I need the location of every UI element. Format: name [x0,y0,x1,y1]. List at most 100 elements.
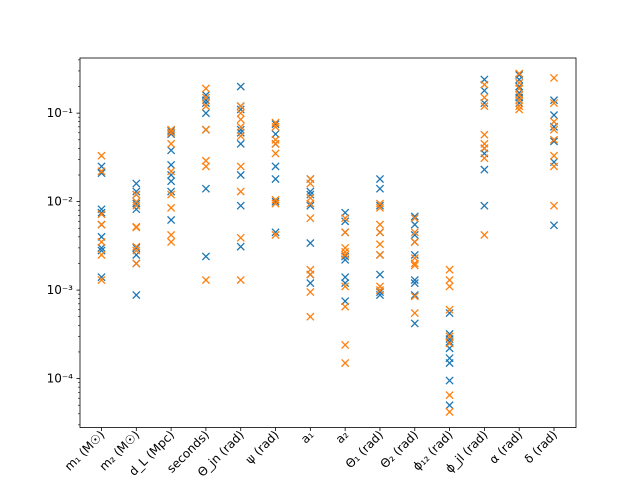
data-point-series-1 [236,242,245,251]
data-point-series-2 [167,139,176,148]
data-point-series-2 [480,93,489,102]
data-point-series-2 [271,122,280,131]
data-point-series-2 [201,84,210,93]
data-point-series-1 [375,184,385,193]
data-point-series-2 [445,339,454,348]
data-point-series-2 [549,73,559,82]
y-tick-label: 10⁻¹ [47,106,74,120]
data-point-series-2 [306,179,315,188]
data-point-series-2 [445,265,454,274]
data-point-series-1 [306,279,315,288]
data-point-series-2 [236,187,245,196]
data-point-series-1 [445,309,454,318]
data-point-series-1 [271,120,280,129]
data-point-series-1 [306,201,315,210]
data-point-series-1 [410,275,419,285]
data-point-series-2 [480,144,489,153]
data-point-series-1 [201,252,210,261]
data-point-series-2 [132,190,141,199]
data-point-series-2 [549,162,559,171]
data-point-series-1 [341,279,350,288]
data-point-series-1 [236,139,245,148]
data-point-series-2 [410,309,419,318]
data-point-series-1 [271,197,280,206]
data-point-series-2 [236,132,245,141]
data-point-series-2 [201,102,210,111]
data-point-series-1 [201,96,210,105]
data-point-series-2 [445,282,454,291]
data-point-series-2 [132,246,141,255]
data-point-series-2 [515,84,524,93]
data-point-series-2 [97,220,106,229]
data-point-series-2 [445,407,454,416]
data-point-series-1 [167,146,176,155]
data-point-series-2 [549,117,559,126]
data-point-series-2 [341,282,350,291]
data-point-series-2 [515,69,524,78]
data-point-series-2 [167,237,176,247]
data-point-series-1 [132,187,141,196]
data-point-series-1 [549,221,559,230]
data-point-series-2 [236,102,245,111]
data-point-series-1 [97,208,106,217]
data-point-series-2 [549,135,559,144]
data-point-series-2 [306,214,315,223]
data-point-series-2 [236,233,245,242]
data-point-series-2 [167,203,176,212]
data-point-series-1 [236,105,245,114]
data-point-series-1 [201,109,210,118]
data-point-series-1 [306,239,315,248]
data-point-series-2 [167,167,176,176]
data-point-series-2 [515,96,524,105]
data-point-series-2 [341,247,350,256]
data-point-series-2 [480,230,489,240]
data-point-series-2 [375,203,385,212]
data-point-series-1 [410,212,419,221]
data-point-series-2 [271,230,280,240]
data-point-series-2 [341,340,350,350]
data-point-series-2 [236,275,245,285]
data-point-series-1 [132,243,141,252]
data-point-series-1 [97,169,106,178]
y-tick-label: 10⁻³ [47,283,74,297]
data-point-series-1 [410,290,419,300]
data-point-series-2 [549,99,559,108]
data-point-series-2 [410,261,419,270]
data-point-series-2 [167,128,176,137]
data-point-series-1 [167,187,176,196]
data-point-series-2 [375,286,385,295]
data-point-series-2 [445,305,454,314]
data-point-series-2 [306,288,315,297]
data-point-series-2 [97,275,106,285]
plot-frame [79,57,577,428]
data-point-series-2 [375,228,385,237]
data-point-series-1 [480,201,489,210]
data-point-series-2 [410,292,419,301]
data-point-series-2 [201,93,210,102]
data-point-series-2 [410,259,419,268]
data-point-series-2 [132,201,141,210]
y-tick-label: 10⁻⁴ [47,372,74,386]
data-point-series-1 [515,75,524,84]
data-point-series-1 [167,170,176,180]
data-point-series-2 [236,162,245,171]
data-point-series-2 [549,151,559,160]
data-point-series-2 [132,259,141,268]
data-point-series-1 [97,273,106,282]
data-point-series-1 [445,376,454,385]
data-point-series-2 [445,391,454,400]
data-point-series-2 [410,237,419,247]
data-point-series-2 [341,250,350,259]
data-point-series-1 [341,217,350,226]
data-point-series-1 [97,243,106,252]
data-point-series-2 [236,115,245,124]
data-point-series-2 [480,102,489,111]
data-point-series-1 [515,99,524,108]
data-point-series-1 [410,279,419,288]
data-point-series-2 [445,332,454,341]
data-point-series-1 [236,170,245,180]
data-point-series-2 [236,109,245,118]
data-point-series-2 [549,125,559,134]
data-point-series-1 [341,273,350,282]
